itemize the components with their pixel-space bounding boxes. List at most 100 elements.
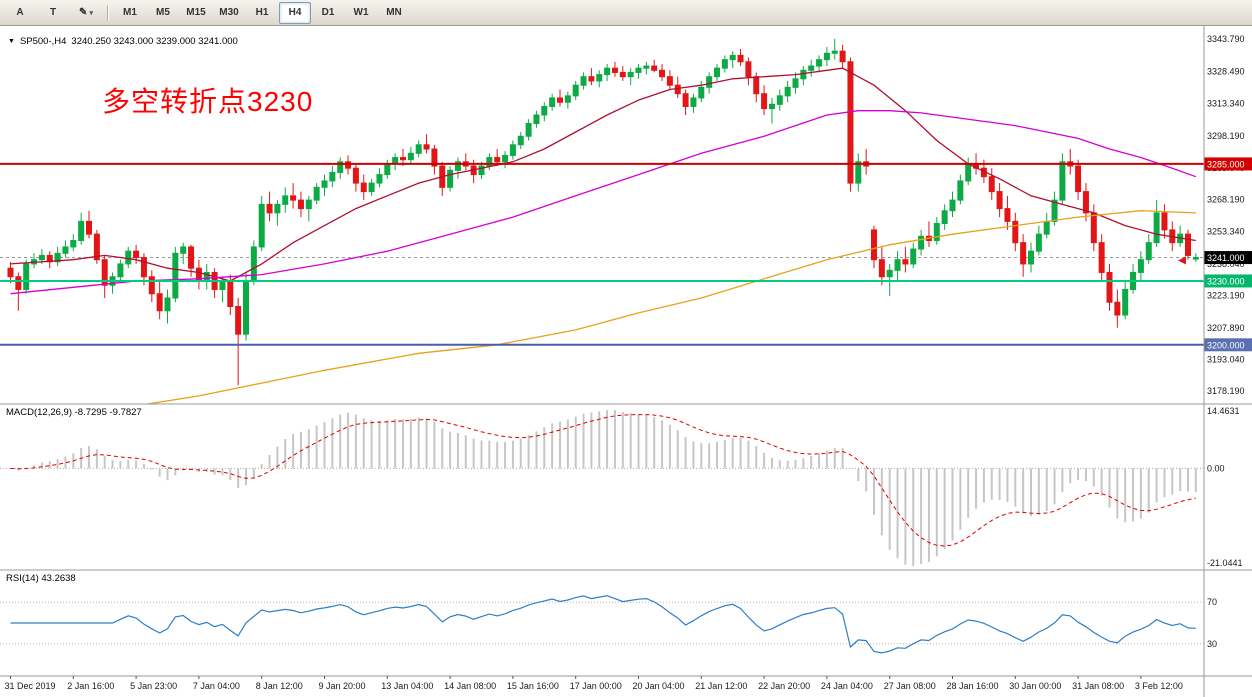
candle xyxy=(643,61,650,75)
timeframe-button-m5[interactable]: M5 xyxy=(156,7,170,18)
time-axis-label: 22 Jan 20:00 xyxy=(758,681,810,691)
candle xyxy=(431,144,438,175)
timeframe-button-m15[interactable]: M15 xyxy=(186,7,206,18)
price-tick-label: 3343.790 xyxy=(1207,34,1245,44)
candle xyxy=(941,204,948,230)
candle xyxy=(557,89,563,107)
candle xyxy=(7,261,14,284)
candle xyxy=(1035,225,1042,256)
timeframe-group: M1 M5 M15 M30 H1 H4 D1 W1 MN xyxy=(114,1,410,24)
text-tool-button[interactable]: T xyxy=(49,7,57,18)
candle xyxy=(572,80,579,101)
price-badge xyxy=(1204,251,1252,265)
time-axis-label: 31 Jan 08:00 xyxy=(1072,681,1124,691)
candle xyxy=(1028,242,1034,273)
price-badge xyxy=(1204,338,1252,352)
cursor-tool-button[interactable]: A xyxy=(16,7,24,18)
candle xyxy=(659,63,666,81)
candle xyxy=(902,246,909,273)
timeframe-button-m1[interactable]: M1 xyxy=(123,7,137,18)
chart-canvas[interactable]: 3343.7903328.4903313.3403298.1903283.040… xyxy=(0,26,1252,697)
candle xyxy=(15,272,22,311)
candle xyxy=(447,166,454,192)
time-axis-label: 28 Jan 16:00 xyxy=(947,681,999,691)
candle xyxy=(101,255,108,298)
candle xyxy=(878,246,885,286)
candle xyxy=(957,174,964,205)
candle xyxy=(360,174,367,201)
candle xyxy=(125,246,132,269)
candle xyxy=(133,244,140,264)
macd-histogram xyxy=(9,410,1197,566)
timeframe-button-w1[interactable]: W1 xyxy=(353,7,369,18)
candle xyxy=(808,59,815,77)
candle xyxy=(1185,229,1191,260)
candle xyxy=(918,229,925,256)
price-badge-label: 3200.000 xyxy=(1207,340,1245,350)
timeframe-button-d1[interactable]: D1 xyxy=(321,7,335,18)
candle xyxy=(745,57,752,86)
timeframe-button-h4[interactable]: H4 xyxy=(279,1,311,24)
candle xyxy=(855,153,862,192)
candle xyxy=(140,253,147,286)
toolbar-separator xyxy=(107,4,109,21)
time-axis-label: 15 Jan 16:00 xyxy=(507,681,559,691)
candle xyxy=(533,110,540,128)
candle xyxy=(1106,263,1113,311)
candle xyxy=(266,191,273,222)
price-arrow-icon xyxy=(1178,256,1186,265)
candle xyxy=(376,168,383,188)
rsi-line xyxy=(10,595,1196,654)
time-axis-label: 13 Jan 04:00 xyxy=(381,681,433,691)
candle xyxy=(93,229,100,264)
candle xyxy=(674,76,681,98)
draw-tool-button[interactable]: ✎ ▾ xyxy=(79,7,93,18)
candle xyxy=(235,297,242,386)
toolbar: A T ✎ ▾ M1 M5 M15 M30 H1 H4 D1 W1 MN xyxy=(0,0,1252,26)
candle xyxy=(831,38,838,60)
candle xyxy=(54,246,61,267)
time-axis-label: 21 Jan 12:00 xyxy=(695,681,747,691)
time-axis-label: 30 Jan 00:00 xyxy=(1009,681,1061,691)
candle xyxy=(502,151,509,169)
candle xyxy=(1114,289,1121,328)
main-price-pane xyxy=(0,38,1204,426)
candle xyxy=(792,72,799,94)
timeframe-button-h1[interactable]: H1 xyxy=(255,7,269,18)
candle xyxy=(1004,195,1011,230)
candle xyxy=(1059,153,1066,205)
candles-layer xyxy=(7,38,1199,386)
candle xyxy=(839,44,846,69)
time-axis-label: 9 Jan 20:00 xyxy=(319,681,366,691)
candle xyxy=(1122,280,1129,320)
candle xyxy=(1075,159,1082,201)
candle xyxy=(1161,204,1168,239)
candle xyxy=(1192,253,1199,262)
candle xyxy=(619,66,626,81)
candle xyxy=(604,63,611,81)
candle xyxy=(1145,234,1152,264)
candle xyxy=(1020,234,1027,277)
ma-slow-line[interactable] xyxy=(10,110,1197,295)
candle xyxy=(541,102,548,122)
candle xyxy=(666,70,673,90)
timeframe-button-mn[interactable]: MN xyxy=(386,7,402,18)
ma-fast-line[interactable] xyxy=(10,67,1196,282)
candle xyxy=(823,46,830,67)
candle xyxy=(117,259,124,281)
time-axis-label: 17 Jan 00:00 xyxy=(570,681,622,691)
candle xyxy=(698,80,705,103)
candle xyxy=(847,57,854,192)
price-tick-label: 3178.190 xyxy=(1207,386,1245,396)
candle xyxy=(290,183,297,209)
price-tick-label: 3193.040 xyxy=(1207,355,1245,365)
candle xyxy=(172,246,179,303)
candle xyxy=(635,63,642,79)
price-tick-label: 3298.190 xyxy=(1207,131,1245,141)
candle xyxy=(509,140,516,160)
candle xyxy=(714,63,720,81)
candle xyxy=(345,155,352,175)
candle xyxy=(258,195,265,252)
ma-long-line[interactable] xyxy=(11,210,1196,426)
timeframe-button-m30[interactable]: M30 xyxy=(219,7,239,18)
